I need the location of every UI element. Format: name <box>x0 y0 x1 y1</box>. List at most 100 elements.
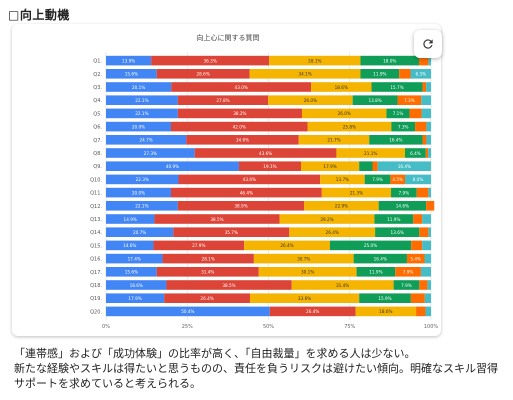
bar-segment <box>390 174 405 185</box>
bar-segment <box>106 69 157 79</box>
bar-segment <box>420 267 431 277</box>
bar-segment <box>171 187 322 198</box>
category-label: Q4. <box>93 98 102 104</box>
data-label: 20.1% <box>132 85 145 90</box>
data-label: 4.5% <box>392 177 403 182</box>
x-tick-label: 50% <box>263 324 274 330</box>
bar-segment <box>106 174 179 185</box>
data-label: 43.6% <box>243 177 256 182</box>
bar-segment <box>405 174 431 185</box>
bar-segment <box>106 108 178 119</box>
bar-segment <box>321 187 392 198</box>
bar-segment <box>106 214 155 224</box>
data-label: 38.5% <box>210 217 223 222</box>
bar-segment <box>320 174 365 185</box>
bar-segment <box>166 280 292 290</box>
data-label: 18.6% <box>379 309 392 314</box>
refresh-button[interactable] <box>414 30 442 58</box>
data-label: 11.9% <box>369 270 382 275</box>
bar-segment <box>419 227 429 237</box>
bar-segment <box>422 240 431 251</box>
data-label: 19.1% <box>263 164 276 169</box>
bar-segment <box>177 201 305 211</box>
data-label: 16.4% <box>374 256 387 261</box>
bar-segment <box>374 214 414 224</box>
data-label: 24.7% <box>139 138 152 143</box>
bar-segment <box>106 253 163 264</box>
category-label: Q13. <box>90 217 102 223</box>
x-tick-label: 0% <box>102 324 110 330</box>
bar-segment <box>194 148 337 158</box>
bar-segment <box>426 201 435 211</box>
bar-segment <box>154 214 280 224</box>
data-label: 16.4% <box>398 164 411 169</box>
data-label: 17.4% <box>128 256 141 261</box>
category-label: Q7. <box>93 138 102 144</box>
data-label: 30.1% <box>301 270 314 275</box>
bar-segment <box>106 280 167 290</box>
bar-segment <box>386 108 410 119</box>
data-label: 38.9% <box>234 204 247 209</box>
bar-segment <box>378 201 427 211</box>
data-label: 14.6% <box>396 204 409 209</box>
data-label: 40.9% <box>166 164 179 169</box>
data-label: 6.4% <box>410 151 421 156</box>
bar-segment <box>426 121 431 132</box>
data-label: 26.0% <box>304 98 317 103</box>
bar-segment <box>421 95 431 105</box>
bar-segment <box>279 214 375 224</box>
bar-segment <box>106 187 171 198</box>
data-label: 17.9% <box>128 296 141 301</box>
refresh-icon <box>423 39 433 49</box>
bar-segment <box>410 69 431 79</box>
data-label: 22.3% <box>136 177 149 182</box>
data-label: 31.4% <box>336 283 349 288</box>
data-label: 7.9% <box>372 177 383 182</box>
category-label: Q16. <box>90 257 102 263</box>
bar-segment <box>307 121 392 132</box>
data-label: 34.1% <box>298 72 311 77</box>
data-label: 26.4% <box>200 296 213 301</box>
data-label: 15.6% <box>125 270 138 275</box>
data-label: 7.3% <box>398 124 409 129</box>
x-tick-labels: 0% 25% 50% 75% 100% <box>102 324 438 330</box>
bar-segment <box>369 135 423 145</box>
data-label: 20.7% <box>133 230 146 235</box>
bar-segment <box>336 148 405 158</box>
data-label: 18.0% <box>383 58 396 63</box>
bar-segment <box>359 293 411 303</box>
bar-segment <box>360 55 419 66</box>
bar-segment <box>106 227 174 237</box>
bar-segment <box>391 121 416 132</box>
data-label: 20.0% <box>132 190 145 195</box>
bar-segment <box>428 55 431 66</box>
data-label: 15.7% <box>390 85 403 90</box>
bar-segment <box>329 240 412 251</box>
category-label: Q2. <box>93 72 102 78</box>
category-label: Q18. <box>90 283 102 289</box>
data-label: 35.7% <box>225 230 238 235</box>
chart-card: 向上心に関する質問 13.9% 36.3% 28.1% 18.0% 15.6% 28.6%… <box>12 24 441 344</box>
category-label: Q15. <box>90 243 102 249</box>
bar-segment <box>353 253 407 264</box>
bar-segment <box>393 280 420 290</box>
bar-segment <box>421 108 431 119</box>
x-tick-label: 75% <box>344 324 355 330</box>
data-label: 14.9% <box>124 217 137 222</box>
chart-title: 向上心に関する質問 <box>197 33 260 42</box>
bar-segment <box>364 174 391 185</box>
bar-segment <box>301 108 387 119</box>
data-label: 21.7% <box>327 138 340 143</box>
bar-segment <box>422 135 427 145</box>
data-label: 26.0% <box>338 111 351 116</box>
bar-segment <box>395 267 421 277</box>
category-label: Q19. <box>90 296 102 302</box>
bar-segment <box>416 187 429 198</box>
data-label: 28.1% <box>202 256 215 261</box>
bar-segment <box>106 55 152 66</box>
data-label: 26.4% <box>306 309 319 314</box>
data-label: 5.4% <box>410 256 421 261</box>
bar-segment <box>391 187 417 198</box>
data-label: 43.6% <box>259 151 272 156</box>
data-label: 36.3% <box>204 58 217 63</box>
